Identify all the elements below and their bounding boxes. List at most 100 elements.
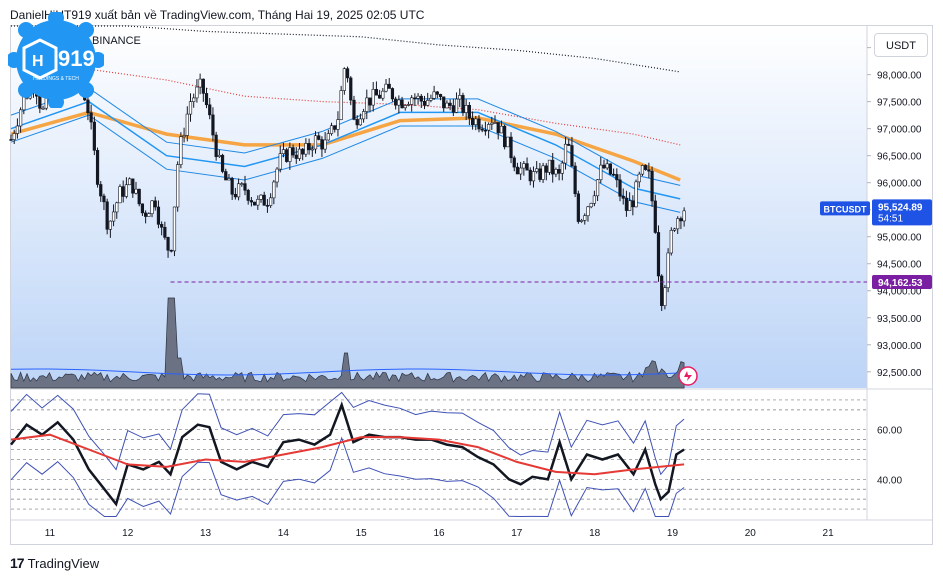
overlay-line: [10, 100, 681, 200]
candle-body: [281, 149, 286, 154]
footer-brand[interactable]: 17 TradingView: [10, 555, 99, 571]
candle-body: [307, 143, 311, 151]
osc-band-upper: [10, 391, 685, 476]
candle-body: [92, 121, 96, 151]
candle-body: [483, 129, 487, 132]
candle-body: [301, 148, 305, 155]
candle-body: [211, 114, 215, 136]
last-price-label: 95,524.89: [878, 202, 923, 213]
candle-body: [236, 183, 241, 198]
marked-level-badge: [872, 274, 932, 289]
candle-body: [573, 165, 577, 195]
candle-body: [432, 91, 436, 99]
oscillator-ma-line: [10, 433, 685, 476]
logo-scallops: [6, 10, 106, 110]
candle-body: [339, 90, 343, 120]
candle-body: [390, 88, 395, 100]
candle-body: [217, 154, 221, 157]
candle-body: [265, 205, 270, 207]
price-tick-label: 96,500.00: [877, 152, 922, 163]
candle-body: [172, 206, 177, 252]
candle-body: [451, 105, 455, 113]
candle-body: [515, 166, 520, 175]
candle-body: [374, 89, 379, 96]
candle-body: [317, 135, 321, 140]
candle-body: [249, 200, 254, 203]
candle-body: [259, 194, 263, 200]
candle-body: [192, 97, 196, 102]
candle-body: [153, 200, 157, 208]
candle-body: [563, 143, 568, 164]
candle-body: [663, 287, 667, 306]
price-axis: 98,500.0098,000.0097,500.0097,000.0096,5…: [867, 44, 922, 486]
candle-body: [127, 178, 132, 186]
price-tick-label: 93,500.00: [877, 314, 922, 325]
time-tick-label: 17: [511, 528, 523, 539]
candle-body: [150, 200, 154, 214]
publisher-caption: DanielHiHT919 xuất bản về TradingView.co…: [10, 8, 425, 22]
candle-body: [115, 202, 119, 213]
candle-body: [111, 211, 116, 222]
candle-body: [445, 102, 449, 109]
candle-body: [631, 200, 635, 208]
marked-level-label: 94,162.53: [878, 278, 923, 289]
candle-body: [89, 112, 93, 123]
footer-brand-label: TradingView: [27, 555, 100, 571]
candle-body: [294, 154, 298, 159]
alert-icon[interactable]: [678, 366, 698, 386]
overlay-line: [11, 25, 681, 73]
candle-body: [640, 165, 645, 175]
volume-area: [10, 297, 685, 389]
candle-body: [349, 77, 353, 101]
time-tick-label: 18: [589, 528, 601, 539]
tradingview-logo-icon: 17: [10, 555, 25, 571]
time-axis: 11 12 13 14 15 16 17 18 19 20 21: [45, 528, 834, 539]
candle-body: [438, 94, 443, 98]
volume-histogram: [10, 297, 685, 389]
candle-body: [621, 195, 625, 199]
candle-body: [342, 68, 346, 91]
candle-body: [519, 167, 523, 175]
candle-body: [329, 125, 334, 134]
candle-body: [599, 164, 603, 181]
candle-body: [416, 95, 420, 99]
candle-body: [410, 97, 414, 105]
candle-body: [256, 199, 260, 206]
overlay-band-upper: [10, 87, 681, 186]
candle-body: [612, 173, 616, 176]
symbol-badge-label: BTCUSDT: [824, 204, 867, 214]
symbol-badge: [820, 201, 870, 216]
candle-body: [503, 125, 507, 148]
candle-body: [121, 186, 125, 197]
candle-body: [102, 195, 106, 203]
candle-body: [422, 100, 427, 106]
candle-body: [656, 232, 661, 277]
candle-body: [137, 188, 141, 205]
candle-body: [467, 105, 471, 119]
time-tick-label: 13: [200, 528, 212, 539]
candle-body: [198, 78, 202, 88]
candle-body: [589, 202, 593, 208]
candle-body: [634, 181, 638, 208]
candle-body: [253, 201, 257, 206]
candle-body: [522, 163, 526, 169]
overlay-line: [10, 110, 681, 182]
candle-body: [509, 136, 513, 159]
candle-body: [214, 134, 218, 157]
candle-body: [628, 200, 632, 211]
candle-body: [647, 169, 651, 172]
candle-body: [204, 93, 209, 106]
overlay-band-lower: [10, 114, 681, 213]
osc-tick-label: 60.00: [877, 426, 902, 437]
candle-body: [547, 159, 552, 173]
price-tick-label: 96,000.00: [877, 179, 922, 190]
currency-button[interactable]: USDT: [874, 33, 928, 57]
candle-body: [551, 159, 555, 175]
candle-body: [323, 139, 327, 150]
candle-body: [246, 189, 250, 201]
candle-body: [108, 220, 112, 230]
candle-body: [644, 165, 648, 171]
candle-body: [544, 165, 548, 173]
candle-body: [19, 109, 23, 127]
